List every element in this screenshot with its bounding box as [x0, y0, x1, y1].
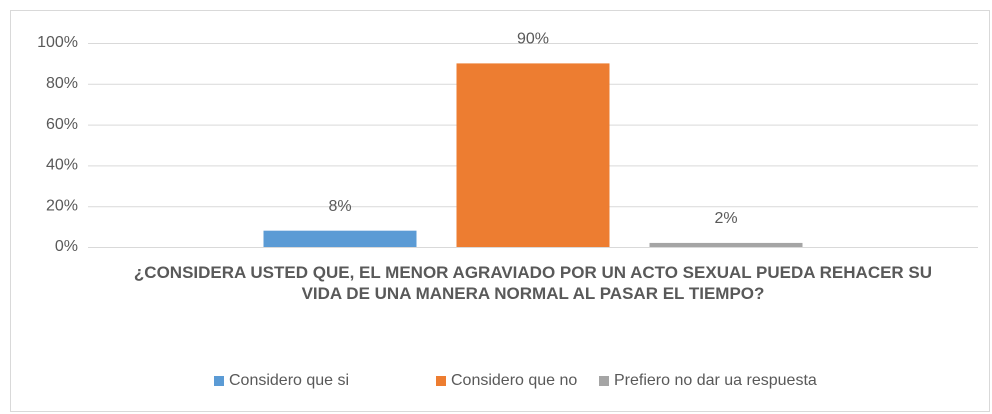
legend-swatch: [436, 376, 446, 386]
bar: [649, 242, 803, 247]
bar: [263, 230, 417, 247]
y-tick-label: 0%: [55, 238, 78, 255]
data-label: 90%: [517, 31, 549, 48]
legend-swatch: [599, 376, 609, 386]
category-label: ¿CONSIDERA USTED QUE, EL MENOR AGRAVIADO…: [133, 263, 933, 303]
data-label: 8%: [328, 198, 351, 215]
legend-label: Considero que si: [229, 372, 349, 389]
bar: [456, 63, 610, 248]
y-tick-label: 60%: [46, 116, 78, 133]
y-tick-label: 20%: [46, 197, 78, 214]
y-tick-label: 100%: [37, 34, 78, 51]
legend-label: Considero que no: [451, 372, 577, 389]
legend-swatch: [214, 376, 224, 386]
y-tick-label: 40%: [46, 157, 78, 174]
y-tick-label: 80%: [46, 75, 78, 92]
legend-label: Prefiero no dar ua respuesta: [614, 372, 817, 389]
data-label: 2%: [714, 210, 737, 227]
